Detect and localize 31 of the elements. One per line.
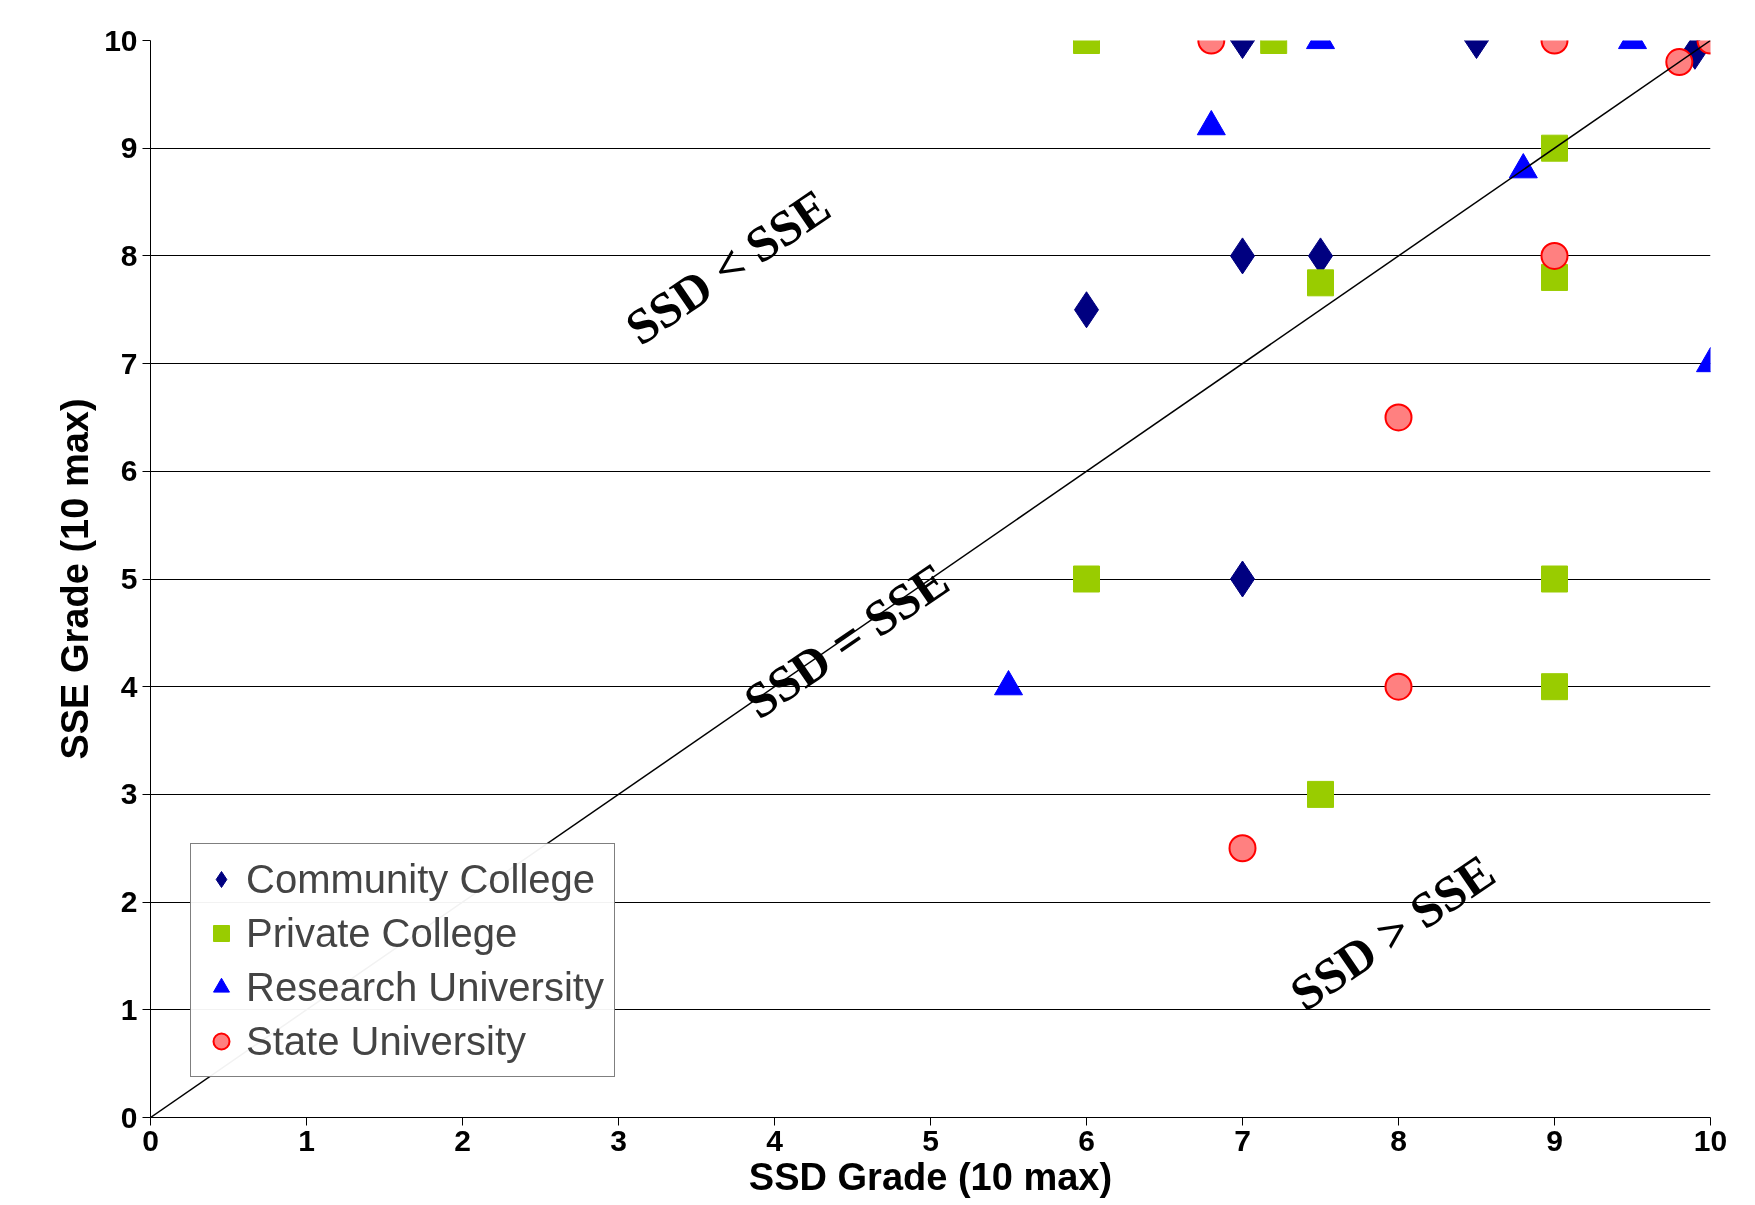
annotation: SSD = SSE bbox=[733, 551, 959, 730]
annotation: SSD > SSE bbox=[1279, 843, 1505, 1022]
y-tick-label: 6 bbox=[120, 454, 138, 488]
legend-label: Private College bbox=[246, 910, 518, 956]
y-tick-label: 7 bbox=[120, 346, 138, 380]
x-tick-label: 4 bbox=[766, 1123, 784, 1157]
y-tick-label: 0 bbox=[120, 1100, 138, 1134]
y-tick-label: 8 bbox=[120, 238, 138, 272]
y-axis-title: SSE Grade (10 max) bbox=[54, 398, 97, 760]
y-tick-label: 5 bbox=[120, 562, 138, 595]
y-tick-label: 2 bbox=[120, 885, 138, 919]
x-tick-label: 3 bbox=[610, 1123, 627, 1157]
x-tick-label: 2 bbox=[454, 1123, 471, 1157]
y-tick-label: 9 bbox=[120, 131, 138, 165]
x-tick-label: 7 bbox=[1234, 1123, 1251, 1157]
x-tick-label: 9 bbox=[1546, 1123, 1563, 1157]
annotation: SSD < SSE bbox=[615, 177, 841, 356]
legend-label: State University bbox=[246, 1018, 527, 1064]
x-tick-label: 8 bbox=[1390, 1123, 1407, 1157]
x-tick-label: 5 bbox=[922, 1123, 939, 1157]
x-tick-label: 10 bbox=[1693, 1123, 1728, 1157]
x-tick-label: 1 bbox=[298, 1123, 315, 1157]
legend-label: Research University bbox=[246, 964, 604, 1010]
x-axis-title: SSD Grade (10 max) bbox=[748, 1155, 1113, 1198]
y-tick-label: 3 bbox=[120, 777, 138, 811]
y-tick-label: 10 bbox=[104, 23, 138, 57]
legend-label: Community College bbox=[246, 856, 596, 902]
x-tick-label: 6 bbox=[1078, 1123, 1095, 1157]
y-tick-label: 4 bbox=[120, 669, 138, 703]
x-tick-label: 0 bbox=[142, 1123, 159, 1157]
y-tick-label: 1 bbox=[120, 992, 138, 1026]
